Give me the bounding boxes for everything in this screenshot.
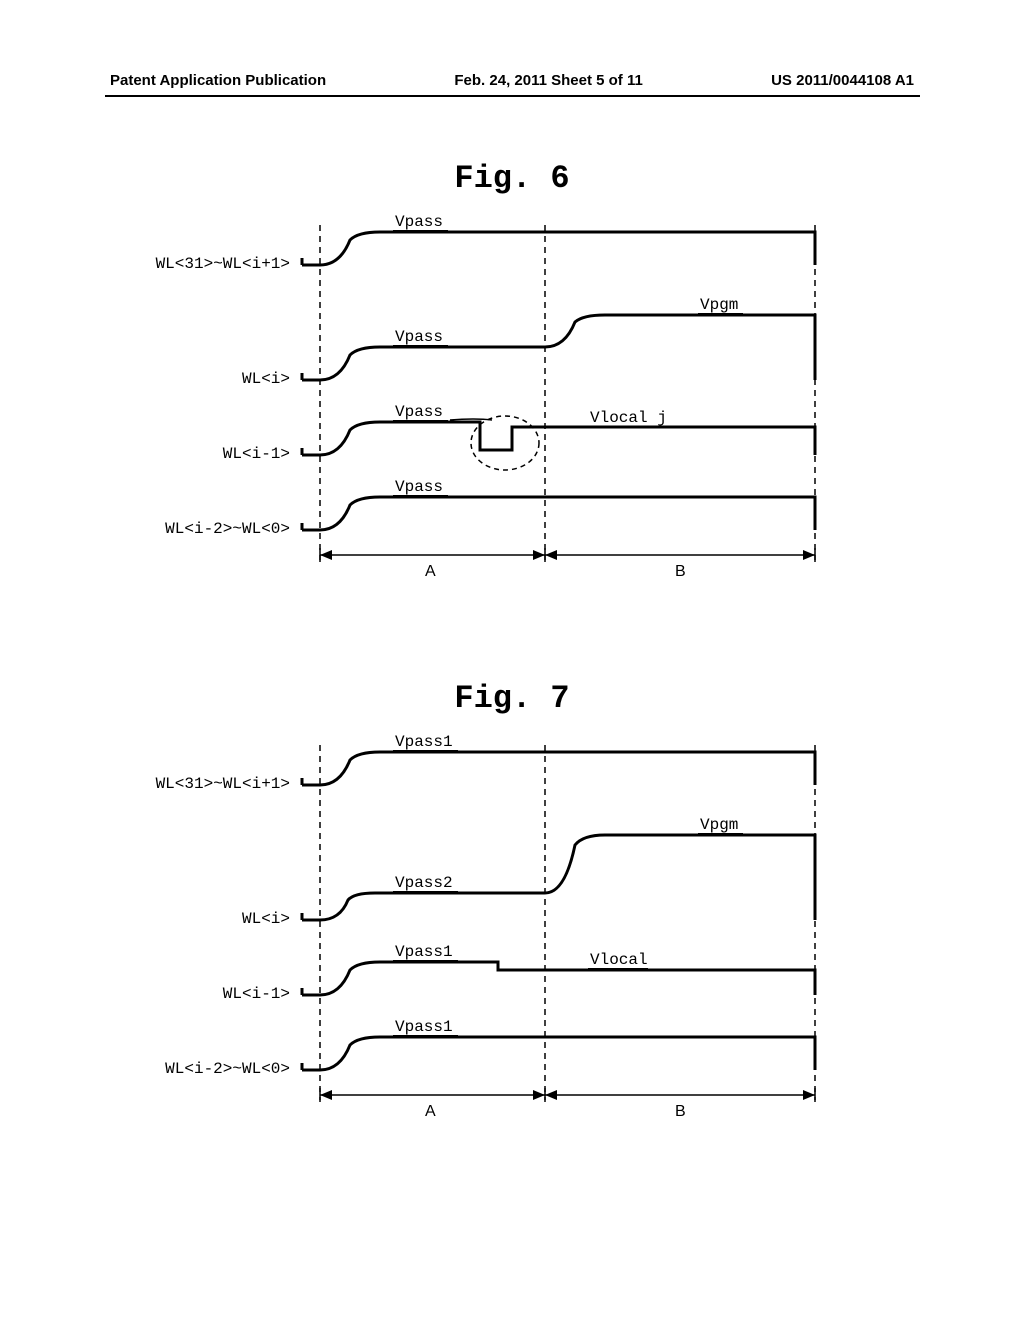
fig7-sig4-label: WL<i-2>~WL<0> — [130, 1060, 290, 1078]
fig7-vpass1-4-ul — [393, 1035, 458, 1037]
fig7-sig2-label: WL<i> — [130, 910, 290, 928]
fig7-vpass1-3: Vpass1 — [395, 943, 453, 961]
fig7-vpgm: Vpgm — [700, 816, 738, 834]
fig7-vpass1-4: Vpass1 — [395, 1018, 453, 1036]
fig7-vpass1-1: Vpass1 — [395, 733, 453, 751]
fig7-interval-a: A — [425, 1103, 436, 1121]
fig7-vpass2: Vpass2 — [395, 874, 453, 892]
fig7-vpgm-ul — [698, 833, 743, 835]
fig7-interval-b: B — [675, 1103, 686, 1121]
fig7-vpass2-ul — [393, 891, 458, 893]
fig7-sig3-label: WL<i-1> — [130, 985, 290, 1003]
fig7-sig1-label: WL<31>~WL<i+1> — [130, 775, 290, 793]
fig7-vlocal-ul — [588, 968, 648, 970]
fig7-vpass1-3-ul — [393, 960, 458, 962]
fig7-vlocal: Vlocal — [590, 951, 648, 969]
fig7-vpass1-1-ul — [393, 750, 458, 752]
